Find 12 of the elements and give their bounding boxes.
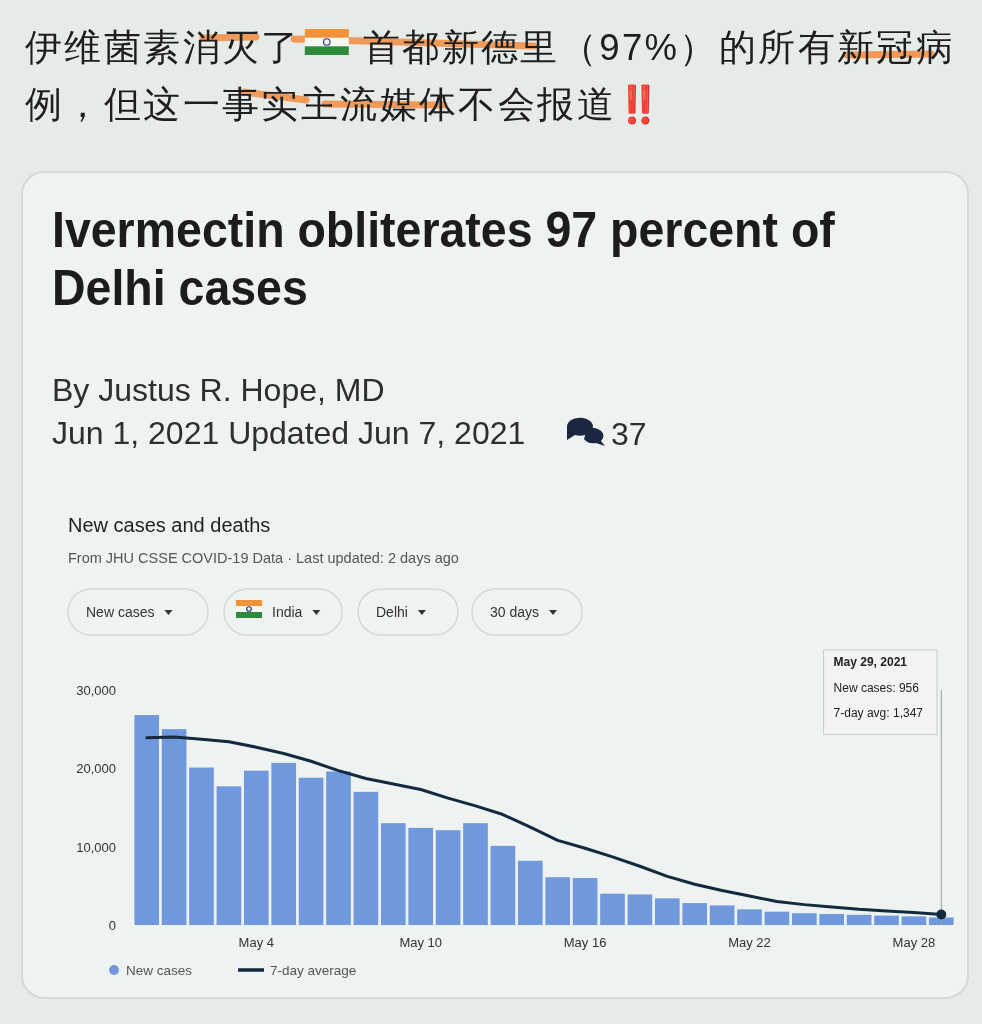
annotation: 30 days [490,604,540,620]
annotation: India [272,604,303,620]
annotation: 37 [611,416,647,452]
annotation: Ivermectin obliterates 97 percent of Delhi cases [52,201,835,316]
subtitle: From JHU CSSE COVID-19 Data · Last updated: 2 days ago [68,550,459,566]
annotation: May 29, 2021 New cases: 956 7-day avg: 1,347 [833,655,923,720]
annotation: By Justus R. Hope, MD [52,372,385,408]
annotation: New cases [86,604,155,620]
annotation: Delhi [376,604,408,620]
title: New cases and deaths [68,514,271,536]
annotation: Jun 1, 2021 Updated Jun 7, 2021 [52,415,526,451]
annotation: 伊维菌素消灭了 [25,27,301,68]
